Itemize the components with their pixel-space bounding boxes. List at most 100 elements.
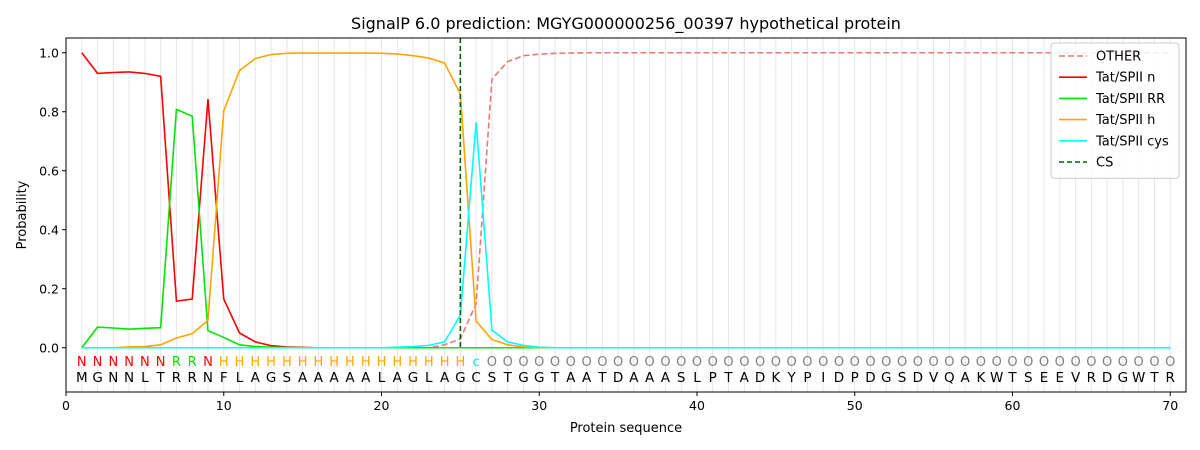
sequence-residue: L bbox=[141, 370, 149, 386]
annotation-letter: O bbox=[597, 355, 607, 370]
legend-entry: CS bbox=[1096, 156, 1113, 171]
sequence-residue: W bbox=[1132, 370, 1145, 386]
annotation-letter: O bbox=[913, 355, 923, 370]
annotation-letter: O bbox=[755, 355, 765, 370]
annotation-letter: O bbox=[834, 355, 844, 370]
sequence-residue: G bbox=[92, 370, 102, 386]
sequence-residue: C bbox=[471, 370, 480, 386]
sequence-residue: A bbox=[314, 370, 324, 386]
annotation-letter: O bbox=[1007, 355, 1017, 370]
annotation-letter: H bbox=[250, 355, 260, 370]
sequence-residue: N bbox=[203, 370, 213, 386]
legend: OTHER Tat/SPII n Tat/SPII RR Tat/SPII h Tat/… bbox=[1050, 42, 1180, 179]
x-tick-label: 40 bbox=[689, 398, 705, 413]
annotation-letter: O bbox=[692, 355, 702, 370]
sequence-residue: T bbox=[723, 370, 733, 386]
annotation-letter: O bbox=[865, 355, 875, 370]
y-tick-label: 0.8 bbox=[39, 104, 59, 119]
chart-title: SignalP 6.0 prediction: MGYG000000256_00… bbox=[351, 14, 901, 34]
sequence-residue: A bbox=[393, 370, 403, 386]
annotation-letter: O bbox=[771, 355, 781, 370]
sequence-residue: A bbox=[566, 370, 576, 386]
annotation-letter: O bbox=[881, 355, 891, 370]
annotation-letter: O bbox=[660, 355, 670, 370]
sequence-residue: I bbox=[821, 370, 825, 386]
x-axis-label: Protein sequence bbox=[570, 421, 682, 436]
x-tick-label: 50 bbox=[847, 398, 863, 413]
annotation-letter: O bbox=[1086, 355, 1096, 370]
sequence-residue: L bbox=[693, 370, 701, 386]
sequence-residue: D bbox=[913, 370, 923, 386]
sequence-residue: E bbox=[1056, 370, 1065, 386]
sequence-residue: P bbox=[851, 370, 859, 386]
sequence-residue: G bbox=[518, 370, 528, 386]
sequence-residue: T bbox=[1007, 370, 1017, 386]
annotation-letter: O bbox=[960, 355, 970, 370]
annotation-letter: O bbox=[534, 355, 544, 370]
annotation-letter: O bbox=[787, 355, 797, 370]
annotation-letter: O bbox=[1165, 355, 1175, 370]
sequence-residue: Y bbox=[787, 370, 797, 386]
annotation-letter: O bbox=[503, 355, 513, 370]
annotation-letter: H bbox=[392, 355, 402, 370]
sequence-residue: N bbox=[124, 370, 134, 386]
annotation-letter: O bbox=[581, 355, 591, 370]
x-tick-label: 20 bbox=[374, 398, 390, 413]
sequence-residue: G bbox=[881, 370, 891, 386]
sequence-residue: N bbox=[108, 370, 118, 386]
annotation-letter: O bbox=[566, 355, 576, 370]
sequence-residue: G bbox=[534, 370, 544, 386]
sequence-residue: E bbox=[1040, 370, 1049, 386]
y-tick-label: 0.6 bbox=[39, 163, 59, 178]
sequence-residue: V bbox=[929, 370, 939, 386]
annotation-letter: R bbox=[188, 355, 197, 370]
y-tick-label: 0.0 bbox=[39, 340, 59, 355]
annotation-letter: H bbox=[361, 355, 371, 370]
annotation-letter: O bbox=[739, 355, 749, 370]
sequence-residue: P bbox=[709, 370, 717, 386]
sequence-residue: A bbox=[961, 370, 971, 386]
series-line-other bbox=[81, 51, 1171, 349]
annotation-letter: H bbox=[345, 355, 355, 370]
annotation-letter: O bbox=[818, 355, 828, 370]
annotation-letter: O bbox=[976, 355, 986, 370]
series-line-tat-spii-cys bbox=[81, 122, 1171, 349]
annotation-letter: O bbox=[518, 355, 528, 370]
annotation-letter: O bbox=[992, 355, 1002, 370]
series-line-tat-spii-n bbox=[81, 52, 1171, 349]
annotation-letter: O bbox=[613, 355, 623, 370]
x-tick-label: 0 bbox=[62, 398, 70, 413]
sequence-residue: A bbox=[629, 370, 639, 386]
annotation-letter: O bbox=[897, 355, 907, 370]
y-tick-label: 0.2 bbox=[39, 281, 59, 296]
sequence-residue: A bbox=[661, 370, 671, 386]
legend-entry: Tat/SPII n bbox=[1095, 71, 1155, 86]
series-lines bbox=[81, 51, 1171, 349]
annotation-letter: O bbox=[1055, 355, 1065, 370]
sequence-residue: S bbox=[677, 370, 686, 386]
annotation-letter: O bbox=[676, 355, 686, 370]
annotation-letter: H bbox=[408, 355, 418, 370]
sequence-residue: D bbox=[865, 370, 875, 386]
sequence-residue: R bbox=[188, 370, 197, 386]
annotation-letter: O bbox=[802, 355, 812, 370]
plot-frame bbox=[65, 37, 1187, 393]
sequence-residue: G bbox=[266, 370, 276, 386]
annotation-letter: N bbox=[77, 355, 87, 370]
annotation-letter: O bbox=[944, 355, 954, 370]
x-tick-label: 30 bbox=[531, 398, 547, 413]
annotation-letter: N bbox=[203, 355, 213, 370]
sequence-residue: A bbox=[740, 370, 750, 386]
annotation-letter: H bbox=[282, 355, 292, 370]
sequence-residue: T bbox=[503, 370, 513, 386]
y-axis-ticks: 0.0 0.2 0.4 0.6 0.8 1.0 bbox=[39, 45, 66, 355]
sequence-residue: G bbox=[1118, 370, 1128, 386]
sequence-residue: S bbox=[1024, 370, 1033, 386]
annotation-letter: O bbox=[928, 355, 938, 370]
annotation-letter: N bbox=[156, 355, 166, 370]
sequence-residue: A bbox=[582, 370, 592, 386]
sequence-residue: K bbox=[976, 370, 986, 386]
annotation-letter: O bbox=[1118, 355, 1128, 370]
sequence-residue: S bbox=[283, 370, 292, 386]
